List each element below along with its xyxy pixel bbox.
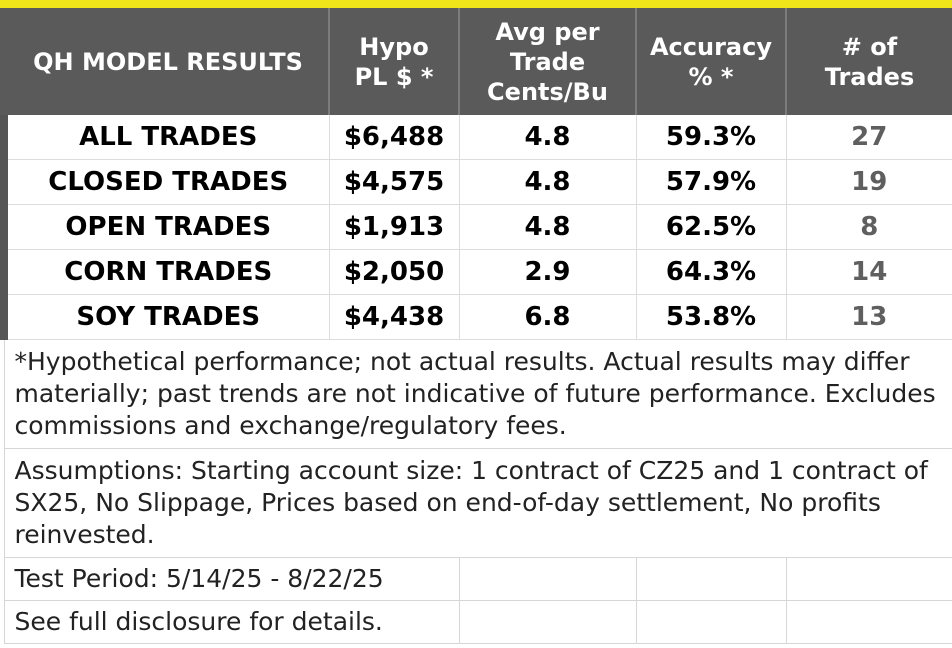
header-hypo-pl: Hypo PL $ * xyxy=(329,0,460,115)
table-row: CLOSED TRADES $4,575 4.8 57.9% 19 xyxy=(0,159,952,205)
table-row: CORN TRADES $2,050 2.9 64.3% 14 xyxy=(0,249,952,295)
row-avg: 2.9 xyxy=(459,249,637,295)
test-period-row: Test Period: 5/14/25 - 8/22/25 xyxy=(3,557,952,601)
empty-cell xyxy=(785,600,952,644)
row-trades: 13 xyxy=(786,294,952,340)
row-trades: 19 xyxy=(786,159,952,205)
header-row: QH MODEL RESULTS Hypo PL $ * Avg per Tra… xyxy=(0,0,952,115)
disclaimer-text: *Hypothetical performance; not actual re… xyxy=(3,339,952,449)
table-row: SOY TRADES $4,438 6.8 53.8% 13 xyxy=(0,294,952,340)
row-label: CLOSED TRADES xyxy=(0,159,330,205)
header-number-of-trades: # of Trades xyxy=(786,0,952,115)
row-avg: 6.8 xyxy=(459,294,637,340)
row-accuracy: 53.8% xyxy=(636,294,787,340)
table-row: ALL TRADES $6,488 4.8 59.3% 27 xyxy=(0,115,952,160)
assumptions-row: Assumptions: Starting account size: 1 co… xyxy=(3,448,952,558)
empty-cell xyxy=(635,600,787,644)
row-trades: 14 xyxy=(786,249,952,295)
disclaimer-row: *Hypothetical performance; not actual re… xyxy=(3,339,952,449)
header-avg-per-trade: Avg per Trade Cents/Bu xyxy=(459,0,637,115)
row-pl: $4,575 xyxy=(329,159,460,205)
row-label: ALL TRADES xyxy=(0,115,330,160)
row-pl: $1,913 xyxy=(329,204,460,250)
table-row: OPEN TRADES $1,913 4.8 62.5% 8 xyxy=(0,204,952,250)
header-accuracy: Accuracy % * xyxy=(636,0,787,115)
disclosure-text: See full disclosure for details. xyxy=(3,600,460,644)
row-accuracy: 62.5% xyxy=(636,204,787,250)
disclosure-row: See full disclosure for details. xyxy=(3,600,952,644)
empty-cell xyxy=(785,557,952,601)
row-pl: $6,488 xyxy=(329,115,460,160)
row-pl: $4,438 xyxy=(329,294,460,340)
row-accuracy: 57.9% xyxy=(636,159,787,205)
empty-cell xyxy=(458,557,637,601)
row-avg: 4.8 xyxy=(459,204,637,250)
empty-cell xyxy=(458,600,637,644)
row-label: SOY TRADES xyxy=(0,294,330,340)
row-accuracy: 64.3% xyxy=(636,249,787,295)
row-avg: 4.8 xyxy=(459,159,637,205)
row-label: OPEN TRADES xyxy=(0,204,330,250)
row-avg: 4.8 xyxy=(459,115,637,160)
row-pl: $2,050 xyxy=(329,249,460,295)
row-trades: 27 xyxy=(786,115,952,160)
test-period-text: Test Period: 5/14/25 - 8/22/25 xyxy=(3,557,460,601)
assumptions-text: Assumptions: Starting account size: 1 co… xyxy=(3,448,952,558)
row-label: CORN TRADES xyxy=(0,249,330,295)
row-accuracy: 59.3% xyxy=(636,115,787,160)
row-trades: 8 xyxy=(786,204,952,250)
header-model-results: QH MODEL RESULTS xyxy=(0,0,330,115)
empty-cell xyxy=(635,557,787,601)
